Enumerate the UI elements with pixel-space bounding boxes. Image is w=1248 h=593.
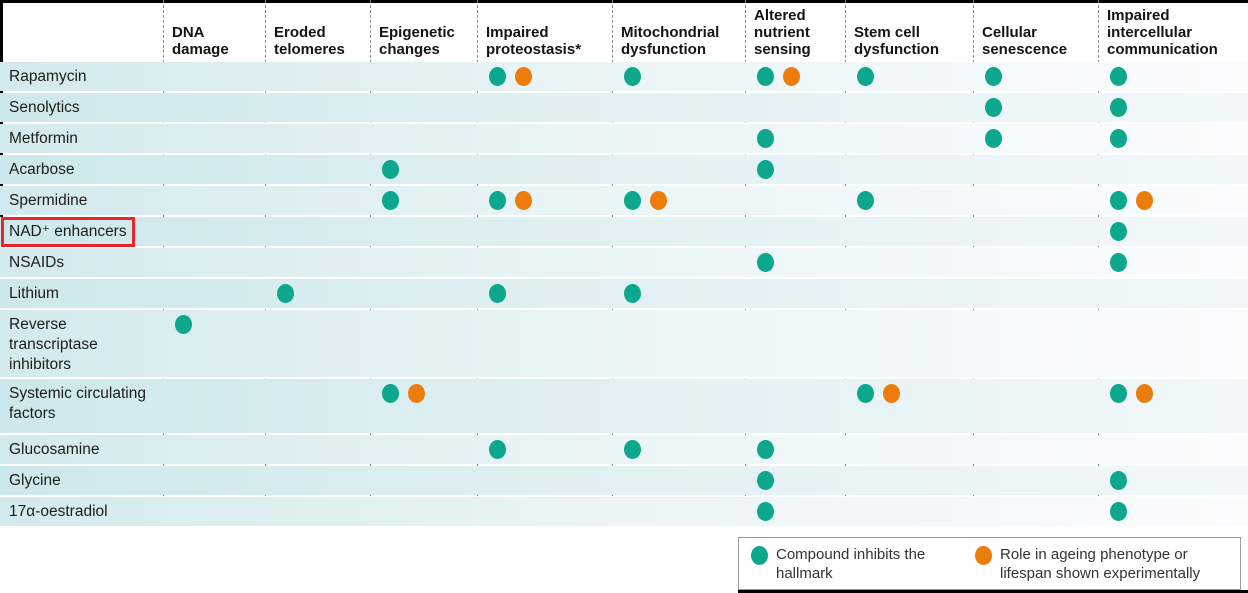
table-row: NSAIDs <box>0 248 1248 277</box>
table-row: Metformin <box>0 124 1248 153</box>
inhibits-hallmark-dot-icon <box>1110 384 1127 403</box>
column-header: Impaired proteostasis* <box>486 24 582 58</box>
experimental-evidence-dot-icon <box>515 67 532 86</box>
nad-enhancers-highlight-box <box>1 217 135 247</box>
legend-label: Role in ageing phenotype or lifespan sho… <box>1000 546 1201 582</box>
table-row: Lithium <box>0 279 1248 308</box>
table-row: Glucosamine <box>0 435 1248 464</box>
legend-item-inhibits: Compound inhibits the hallmark <box>751 545 975 583</box>
column-header: Altered nutrient sensing <box>754 7 811 58</box>
inhibits-hallmark-dot-icon <box>757 440 774 459</box>
inhibits-hallmark-dot-icon <box>489 191 506 210</box>
column-header: Mitochondrial dysfunction <box>621 24 720 58</box>
row-label: 17α-oestradiol <box>9 503 108 520</box>
row-label: Spermidine <box>9 192 88 209</box>
inhibits-hallmark-dot-icon <box>985 129 1002 148</box>
table-row: Systemic circulating factors <box>0 379 1248 433</box>
row-label: Lithium <box>9 285 59 302</box>
inhibits-hallmark-dot-icon <box>1110 191 1127 210</box>
inhibits-hallmark-dot-icon <box>1110 471 1127 490</box>
row-label: Metformin <box>9 130 78 147</box>
table-row: Spermidine <box>0 186 1248 215</box>
inhibits-hallmark-dot-icon <box>624 284 641 303</box>
inhibits-hallmark-dot-icon <box>277 284 294 303</box>
row-label: NSAIDs <box>9 254 65 271</box>
inhibits-hallmark-dot-icon <box>757 502 774 521</box>
inhibits-hallmark-dot-icon <box>1110 67 1127 86</box>
inhibits-hallmark-dot-icon <box>1110 129 1127 148</box>
inhibits-hallmark-dot-icon <box>757 160 774 179</box>
inhibits-hallmark-dot-icon <box>985 67 1002 86</box>
inhibits-hallmark-dot-icon <box>757 471 774 490</box>
inhibits-hallmark-dot-icon <box>175 315 192 334</box>
inhibits-hallmark-dot-icon <box>489 284 506 303</box>
inhibits-hallmark-dot-icon <box>751 546 768 565</box>
table-row: Reverse transcriptase inhibitors <box>0 310 1248 377</box>
legend: Compound inhibits the hallmark Role in a… <box>738 537 1241 590</box>
inhibits-hallmark-dot-icon <box>757 129 774 148</box>
table-row: 17α-oestradiol <box>0 497 1248 526</box>
table-row: Rapamycin <box>0 62 1248 91</box>
table-row: Acarbose <box>0 155 1248 184</box>
inhibits-hallmark-dot-icon <box>857 384 874 403</box>
row-label: Systemic circulating factors <box>9 385 146 422</box>
column-header: Epigenetic changes <box>379 24 455 58</box>
row-label: Glucosamine <box>9 441 100 458</box>
inhibits-hallmark-dot-icon <box>489 440 506 459</box>
experimental-evidence-dot-icon <box>783 67 800 86</box>
inhibits-hallmark-dot-icon <box>382 191 399 210</box>
table-row: NAD⁺ enhancers <box>0 217 1248 246</box>
table-row: Glycine <box>0 466 1248 495</box>
inhibits-hallmark-dot-icon <box>489 67 506 86</box>
experimental-evidence-dot-icon <box>1136 191 1153 210</box>
inhibits-hallmark-dot-icon <box>1110 98 1127 117</box>
row-label: Acarbose <box>9 161 75 178</box>
row-label: Senolytics <box>9 99 80 116</box>
table-row: Senolytics <box>0 93 1248 122</box>
row-label: Glycine <box>9 472 61 489</box>
inhibits-hallmark-dot-icon <box>985 98 1002 117</box>
experimental-evidence-dot-icon <box>1136 384 1153 403</box>
inhibits-hallmark-dot-icon <box>624 67 641 86</box>
legend-label: Compound inhibits the hallmark <box>776 546 926 582</box>
experimental-evidence-dot-icon <box>883 384 900 403</box>
experimental-evidence-dot-icon <box>515 191 532 210</box>
legend-item-experimental: Role in ageing phenotype or lifespan sho… <box>975 545 1240 583</box>
column-header: DNA damage <box>172 24 229 58</box>
figure-bottom-border <box>738 590 1248 593</box>
experimental-evidence-dot-icon <box>975 546 992 565</box>
inhibits-hallmark-dot-icon <box>624 440 641 459</box>
inhibits-hallmark-dot-icon <box>624 191 641 210</box>
inhibits-hallmark-dot-icon <box>1110 253 1127 272</box>
experimental-evidence-dot-icon <box>408 384 425 403</box>
inhibits-hallmark-dot-icon <box>382 384 399 403</box>
inhibits-hallmark-dot-icon <box>757 253 774 272</box>
inhibits-hallmark-dot-icon <box>1110 222 1127 241</box>
inhibits-hallmark-dot-icon <box>1110 502 1127 521</box>
inhibits-hallmark-dot-icon <box>857 67 874 86</box>
experimental-evidence-dot-icon <box>650 191 667 210</box>
row-label: NAD⁺ enhancers <box>9 223 127 240</box>
figure-top-border <box>0 0 1248 3</box>
column-header: Stem cell dysfunction <box>854 24 939 58</box>
row-label: Reverse transcriptase inhibitors <box>9 316 98 373</box>
column-header: Impaired intercellular communication <box>1107 7 1218 58</box>
row-label: Rapamycin <box>9 68 87 85</box>
column-header: Cellular senescence <box>982 24 1068 58</box>
inhibits-hallmark-dot-icon <box>757 67 774 86</box>
inhibits-hallmark-dot-icon <box>382 160 399 179</box>
inhibits-hallmark-dot-icon <box>857 191 874 210</box>
column-header: Eroded telomeres <box>274 24 345 58</box>
